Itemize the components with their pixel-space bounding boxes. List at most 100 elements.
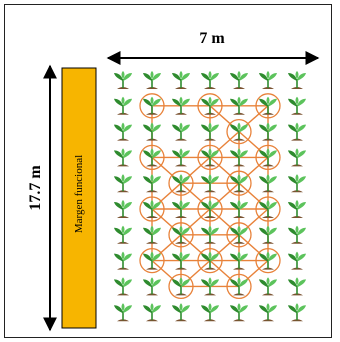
sample-circle — [139, 196, 165, 222]
seedling-icon — [172, 71, 190, 89]
seedling-icon — [259, 174, 277, 193]
seedling-icon — [172, 303, 190, 322]
seedling-icon — [201, 71, 219, 89]
seedling-icon — [288, 225, 306, 244]
seedling-icon — [255, 93, 281, 119]
seedling-icon — [201, 277, 219, 296]
sample-circle — [226, 118, 252, 145]
seedling-icon — [259, 122, 277, 141]
seedling-icon — [114, 148, 132, 167]
seedling-icon — [114, 122, 132, 141]
seedling-icon — [143, 225, 161, 244]
sample-circle — [255, 93, 281, 119]
seedling-icon — [226, 273, 252, 300]
sample-circle — [168, 170, 194, 196]
seedling-icon — [197, 196, 223, 222]
seedling-icon — [172, 148, 190, 167]
seedling-icon — [288, 277, 306, 296]
sample-circle — [197, 93, 223, 119]
seedling-icon — [168, 222, 194, 248]
seedling-icon — [226, 118, 252, 145]
seedling-icon — [172, 251, 190, 270]
sample-circle — [255, 196, 281, 222]
seedling-icon — [201, 174, 219, 193]
seedling-icon — [230, 71, 248, 89]
seedling-icon — [288, 148, 306, 167]
sample-circle — [226, 222, 252, 248]
seedling-icon — [255, 144, 281, 171]
seedling-icon — [139, 247, 165, 274]
seedling-icon — [201, 303, 219, 322]
plant-grid — [114, 71, 306, 322]
sample-circle — [197, 247, 223, 274]
width-dimension: 7 m — [106, 30, 320, 65]
seedling-icon — [172, 200, 190, 218]
seedling-icon — [288, 174, 306, 193]
height-dimension: 17.7 m — [27, 64, 57, 332]
seedling-icon — [255, 247, 281, 274]
seedling-icon — [139, 144, 165, 171]
sample-circle — [139, 144, 165, 171]
seedling-icon — [288, 71, 306, 89]
seedling-icon — [114, 71, 132, 89]
seedling-icon — [143, 122, 161, 141]
seedling-icon — [172, 96, 190, 115]
sample-circle — [197, 196, 223, 222]
sample-circle — [139, 247, 165, 274]
functional-margin: Margen funcional — [61, 67, 97, 329]
seedling-icon — [168, 170, 194, 196]
sample-circle — [226, 170, 252, 196]
seedling-icon — [139, 93, 165, 119]
seedling-icon — [197, 247, 223, 274]
seedling-icon — [288, 251, 306, 270]
sample-circle — [255, 144, 281, 171]
width-label: 7 m — [199, 30, 225, 47]
sample-circle — [139, 93, 165, 119]
height-label: 17.7 m — [27, 165, 44, 211]
sample-circle — [255, 247, 281, 274]
seedling-icon — [143, 174, 161, 193]
seedling-icon — [230, 303, 248, 322]
seedling-icon — [230, 200, 248, 218]
sample-circle — [226, 273, 252, 300]
margin-label: Margen funcional — [73, 155, 85, 233]
seedling-icon — [172, 122, 190, 141]
seedling-icon — [288, 122, 306, 141]
seedling-icon — [255, 196, 281, 222]
seedling-icon — [143, 303, 161, 322]
seedling-icon — [197, 93, 223, 119]
seedling-icon — [288, 96, 306, 115]
seedling-icon — [201, 122, 219, 141]
seedling-icon — [226, 222, 252, 248]
seedling-icon — [201, 225, 219, 244]
sample-circle — [168, 273, 194, 300]
seedling-icon — [114, 251, 132, 270]
seedling-icon — [197, 144, 223, 171]
seedling-icon — [288, 200, 306, 218]
seedling-icon — [114, 225, 132, 244]
seedling-icon — [259, 71, 277, 89]
seedling-icon — [139, 196, 165, 222]
seedling-icon — [226, 170, 252, 196]
sample-circle — [197, 144, 223, 171]
sample-circle — [168, 222, 194, 248]
seedling-icon — [259, 277, 277, 296]
seedling-icon — [114, 303, 132, 322]
seedling-icon — [143, 71, 161, 89]
seedling-icon — [230, 96, 248, 115]
seedling-icon — [114, 200, 132, 218]
seedling-icon — [114, 277, 132, 296]
seedling-icon — [288, 303, 306, 322]
seedling-icon — [230, 148, 248, 167]
field-border — [4, 4, 332, 338]
seedling-icon — [230, 251, 248, 270]
seedling-icon — [143, 277, 161, 296]
seedling-icon — [259, 303, 277, 322]
seedling-icon — [168, 273, 194, 300]
seedling-icon — [114, 174, 132, 193]
seedling-icon — [259, 225, 277, 244]
margin-strip — [61, 67, 97, 329]
seedling-icon — [114, 96, 132, 115]
